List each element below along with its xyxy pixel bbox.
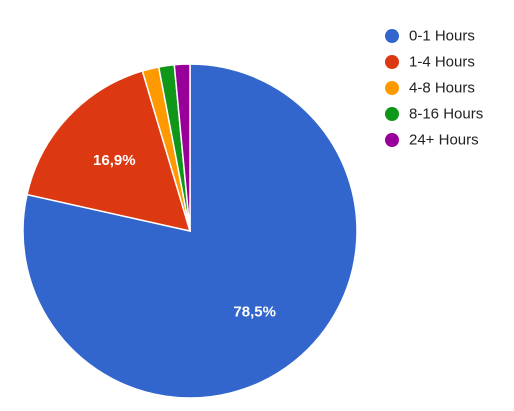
legend-entry: 1-4 Hours: [409, 54, 475, 71]
legend-swatch: [385, 55, 399, 69]
slice-label: 16,9%: [93, 152, 136, 169]
legend-entry: 0-1 Hours: [409, 28, 475, 45]
legend-swatch: [385, 81, 399, 95]
pie-slice-1-4-hours: [26, 69, 192, 233]
pie-slices: [22, 63, 358, 399]
legend-swatch: [385, 107, 399, 121]
slice-labels: 78,5% 16,9%: [93, 152, 276, 320]
legend-swatch: [385, 133, 399, 147]
legend-entry: 24+ Hours: [409, 132, 479, 149]
legend-swatch: [385, 29, 399, 43]
pie-slice-24-hours: [173, 63, 191, 232]
legend-entry: 8-16 Hours: [409, 106, 483, 123]
slice-label: 78,5%: [233, 303, 276, 320]
legend: 0-1 Hours 1-4 Hours 4-8 Hours 8-16 Hours 24+…: [385, 28, 483, 149]
legend-entry: 4-8 Hours: [409, 80, 475, 97]
